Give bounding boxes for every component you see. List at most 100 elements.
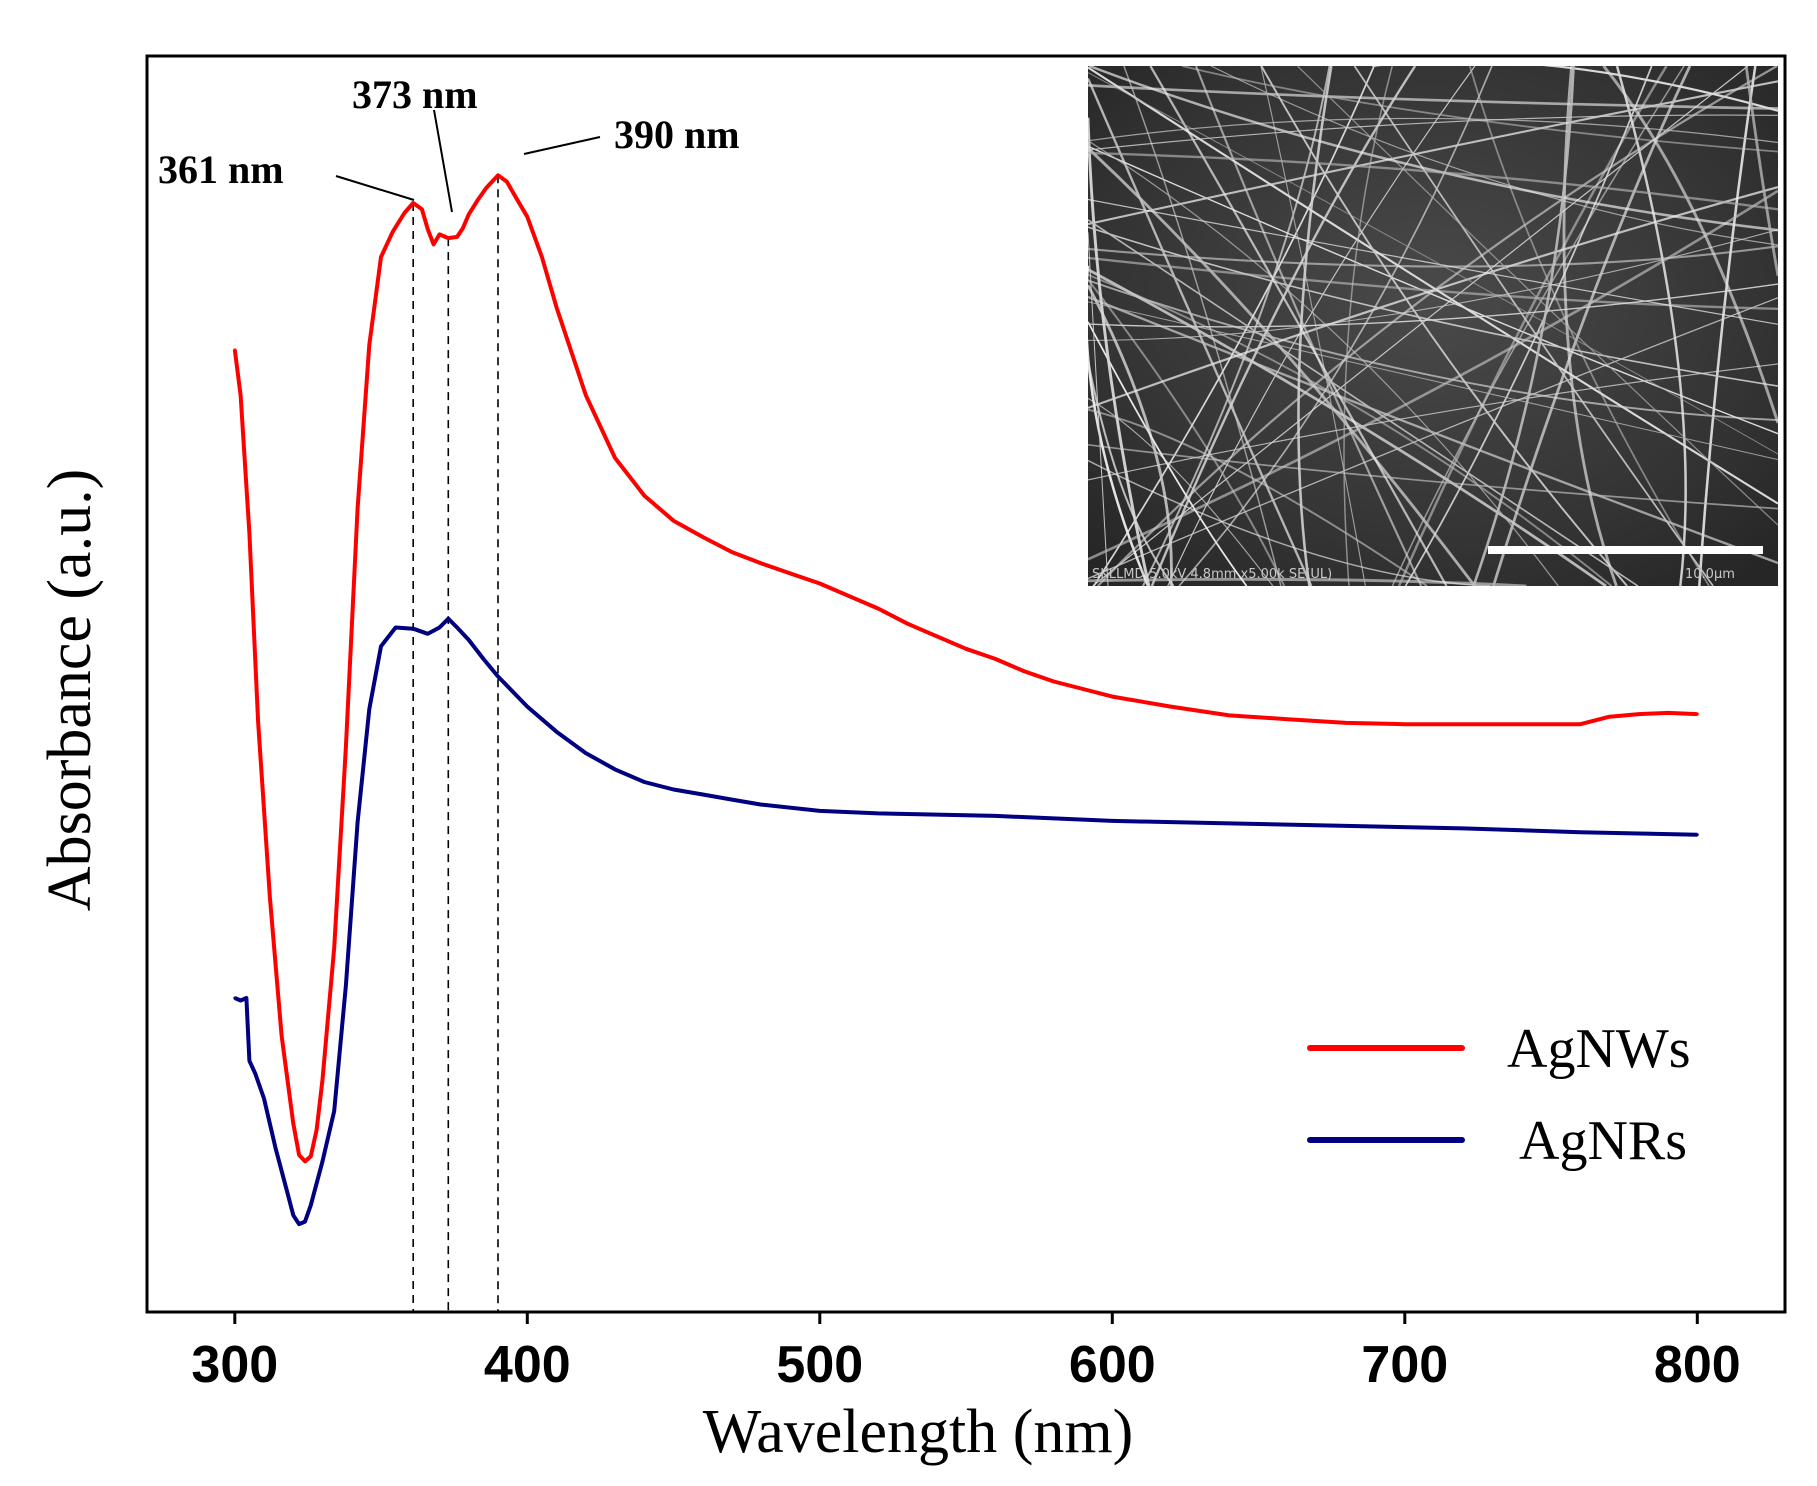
nanowire-strand — [1088, 283, 1778, 328]
data-point-agnrs — [446, 617, 450, 621]
data-point-agnws — [672, 519, 675, 523]
data-point-agnws — [239, 393, 243, 397]
x-tick-label-700: 700 — [1361, 1336, 1448, 1394]
nanowire-strand — [1088, 72, 1778, 455]
data-point-agnrs — [455, 626, 459, 629]
data-point-agnws — [402, 211, 406, 215]
data-point-agnws — [280, 1034, 284, 1038]
nanowire-strand — [1088, 301, 1778, 461]
sem-scale-label: 10.0µm — [1685, 567, 1735, 582]
data-point-agnws — [847, 594, 851, 598]
nanowire-strands — [1088, 66, 1778, 586]
data-point-agnws — [476, 198, 479, 202]
data-point-agnrs — [701, 793, 705, 796]
data-point-agnws — [613, 456, 617, 460]
nanowire-strand — [1178, 66, 1493, 586]
data-point-agnrs — [356, 820, 360, 824]
data-point-agnrs — [642, 780, 646, 784]
data-point-agnws — [496, 173, 500, 177]
nanowire-strand — [1088, 84, 1778, 110]
nanowire-strand — [1093, 66, 1375, 586]
data-point-agnws — [584, 393, 588, 397]
nanowire-strand — [1260, 66, 1366, 586]
data-point-agnrs — [1344, 824, 1348, 828]
nanowire-strand — [1088, 117, 1151, 586]
data-point-agnws — [759, 561, 763, 565]
nanowire-strand — [1088, 226, 1778, 387]
nanowire-strand — [1088, 363, 1778, 481]
data-point-agnws — [321, 1078, 324, 1082]
data-point-agnws — [309, 1154, 313, 1158]
data-point-agnrs — [672, 788, 675, 791]
y-axis-title: Absorbance (a.u.) — [36, 469, 104, 911]
data-point-agnws — [315, 1128, 319, 1132]
data-point-agnws — [1461, 722, 1465, 726]
data-point-agnws — [876, 607, 880, 611]
data-point-agnrs — [818, 809, 822, 813]
data-point-agnws — [344, 745, 348, 749]
x-tick-label-600: 600 — [1069, 1336, 1156, 1394]
nanowire-strand — [1372, 66, 1778, 112]
data-point-agnrs — [367, 707, 371, 711]
nanowire-strand — [1088, 459, 1491, 586]
data-point-agnrs — [285, 1191, 289, 1195]
peak-label-373: 373 nm — [352, 72, 478, 117]
data-point-agnws — [1286, 717, 1290, 721]
nanowire-strand — [1195, 66, 1423, 586]
series-group — [232, 173, 1699, 1227]
nanowire-strand — [1088, 189, 1778, 561]
nanowire-strand — [1698, 66, 1757, 586]
x-axis-ticks: 300 400 500 600 700 800 — [191, 1312, 1741, 1394]
data-point-agnrs — [1227, 821, 1231, 825]
legend: AgNWs AgNRs — [1307, 1018, 1691, 1172]
data-point-agnws — [303, 1159, 307, 1163]
nanowire-strand — [1088, 219, 1639, 586]
data-point-agnws — [935, 634, 939, 638]
nanowire-strand — [1391, 66, 1685, 586]
nanowire-strand — [1472, 66, 1575, 586]
data-point-agnrs — [426, 632, 430, 636]
data-point-agnrs — [411, 627, 415, 631]
data-point-agnws — [438, 232, 441, 236]
nanowire-strand — [1615, 66, 1687, 586]
data-point-agnws — [233, 348, 237, 352]
nanowire-strand — [1088, 186, 1778, 409]
nanowire-strand — [1404, 66, 1653, 586]
nanowire-strand — [1097, 66, 1778, 586]
data-point-agnrs — [1578, 830, 1582, 834]
data-point-agnrs — [1110, 819, 1114, 823]
nanowire-strand — [1088, 284, 1173, 586]
data-point-agnws — [1227, 713, 1231, 717]
nanowire-strand — [1088, 78, 1313, 586]
peak-label-361: 361 nm — [158, 147, 284, 192]
data-point-agnws — [247, 531, 251, 535]
data-point-agnws — [467, 212, 471, 216]
nanowire-strand — [1602, 66, 1778, 424]
leader-line-390 — [523, 136, 601, 155]
data-point-agnrs — [935, 813, 939, 817]
data-point-agnws — [1110, 695, 1114, 699]
nanowire-strand — [1088, 397, 1274, 586]
data-point-agnrs — [525, 705, 529, 709]
data-point-agnrs — [303, 1220, 307, 1224]
data-point-agnws — [818, 582, 822, 585]
nanowire-strand — [1088, 117, 1778, 144]
data-point-agnws — [426, 227, 430, 231]
data-point-agnws — [1520, 722, 1524, 726]
data-point-agnws — [420, 207, 424, 211]
nanowire-strand — [1088, 577, 1527, 586]
nanowire-strand — [1088, 274, 1613, 586]
nanowire-strand — [1142, 66, 1331, 586]
data-point-agnws — [484, 186, 488, 190]
data-point-agnws — [993, 657, 997, 661]
data-point-agnrs — [244, 996, 248, 1000]
data-point-agnws — [432, 242, 436, 246]
legend-label-agnws: AgNWs — [1507, 1018, 1691, 1080]
data-point-agnrs — [297, 1222, 301, 1226]
data-point-agnrs — [876, 811, 880, 815]
data-point-agnrs — [233, 996, 237, 1000]
nanowire-strand — [1088, 80, 1778, 226]
data-point-agnws — [1169, 705, 1173, 709]
nanowire-strand — [1123, 66, 1282, 586]
